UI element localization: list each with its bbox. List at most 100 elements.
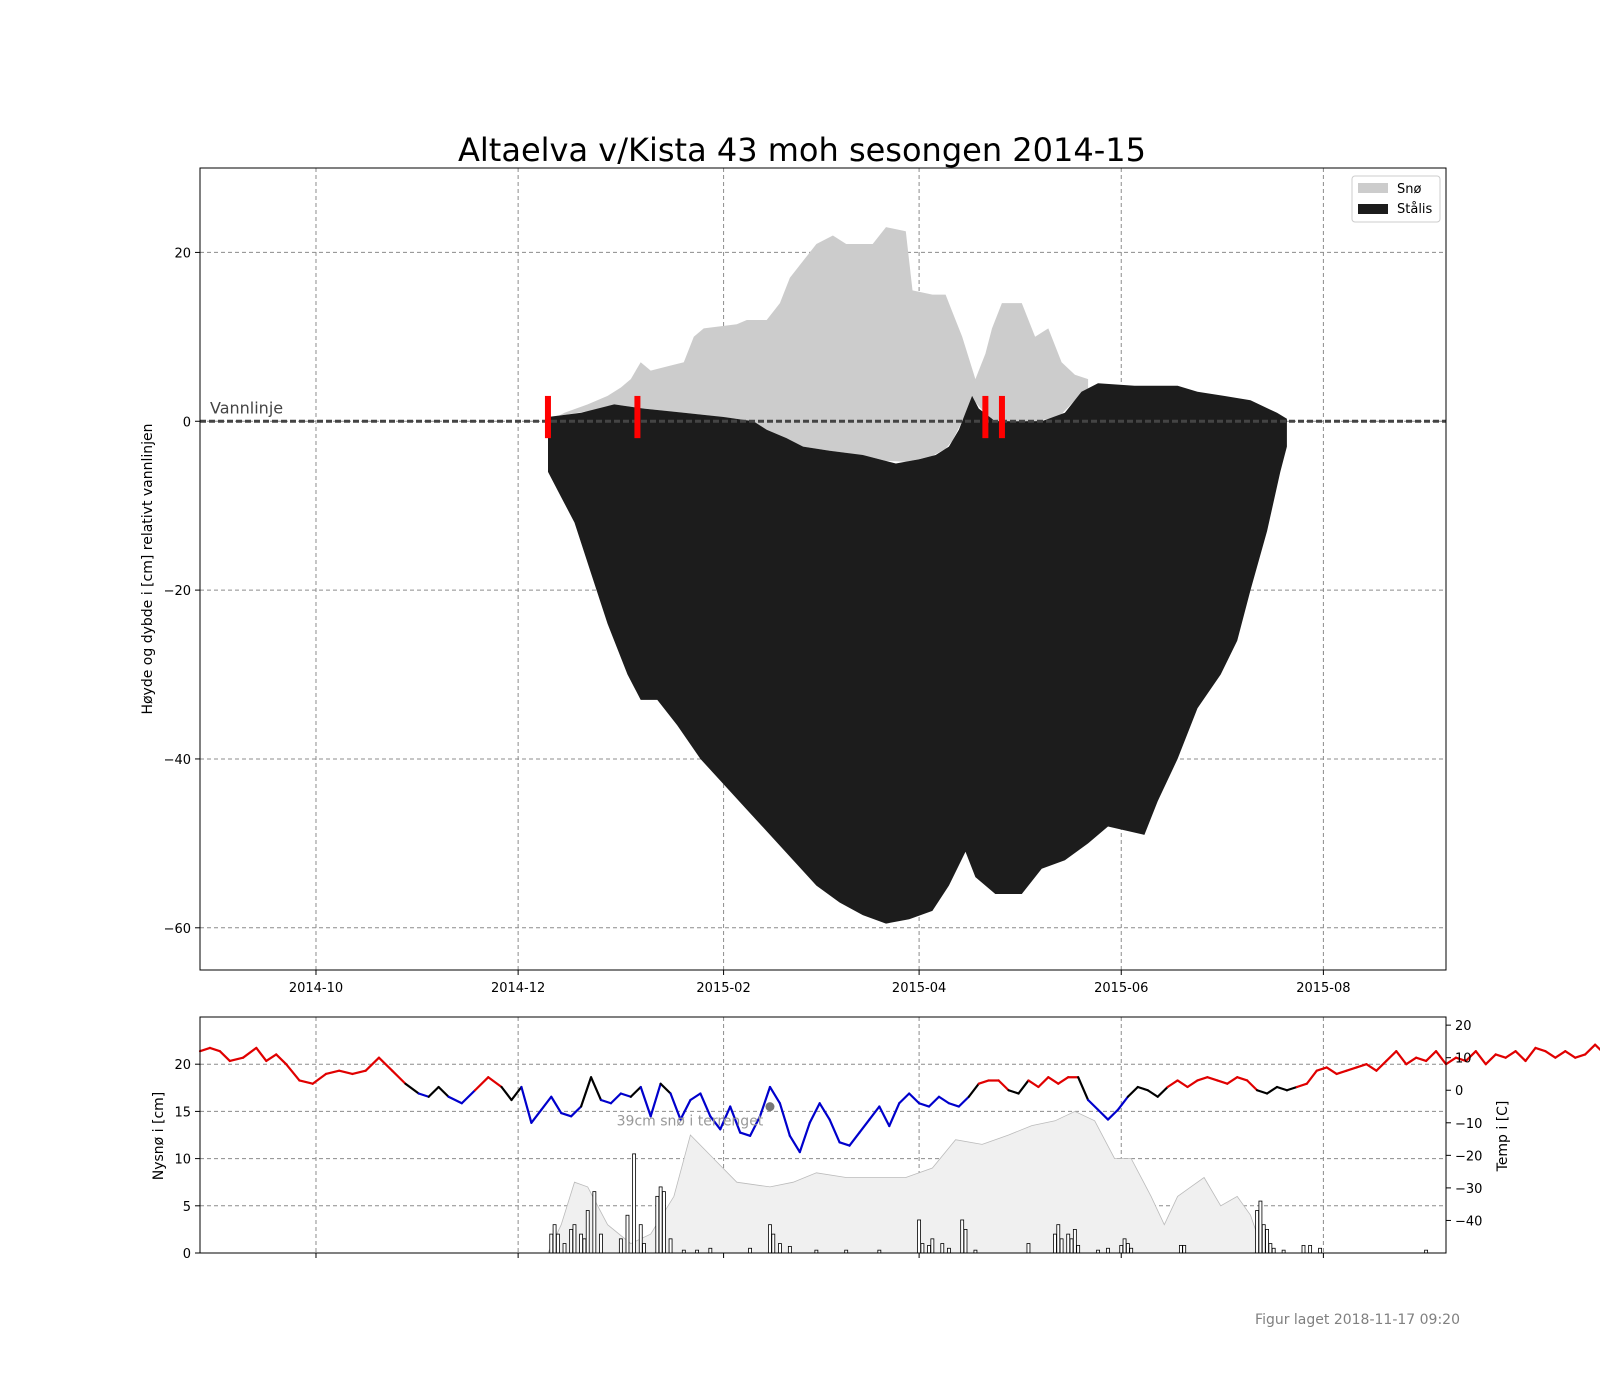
temperature-segment (473, 1076, 490, 1092)
temperature-segment (1166, 1079, 1179, 1089)
temperature-segment (689, 1092, 702, 1102)
temperature-segment (719, 1105, 732, 1131)
new-snow-bar (618, 1238, 623, 1254)
sub-ytick-label: 15 (174, 1105, 191, 1120)
temperature-segment (218, 1050, 231, 1063)
main-xtick-label: 2015-06 (1094, 981, 1148, 996)
new-snow-bar (562, 1243, 567, 1254)
main-ticks: 2014-10 2014-12 2015-02 2015-04 2015-06 2015-… (164, 246, 1351, 996)
new-snow-bar (1255, 1210, 1260, 1254)
temperature-segment (364, 1056, 381, 1072)
new-snow-bar (960, 1219, 965, 1254)
main-ytick-label: 0 (183, 415, 191, 430)
temperature-segment (487, 1076, 503, 1089)
new-snow-bar (930, 1238, 935, 1254)
temperature-segment (609, 1092, 622, 1105)
water-line-label: Vannlinje (210, 398, 283, 417)
new-snow-bar (917, 1219, 922, 1254)
temperature-segment (1136, 1085, 1149, 1092)
new-snow-bar (1268, 1243, 1273, 1254)
temperature-segment (927, 1095, 941, 1108)
temperature-segment (1226, 1076, 1239, 1085)
temperature-segment (878, 1105, 891, 1128)
temperature-segment (1395, 1050, 1408, 1066)
sub-y2tick-label: 20 (1455, 1019, 1472, 1034)
new-snow-bar (555, 1233, 560, 1254)
new-snow-bar (552, 1224, 557, 1254)
temperature-segment (1594, 1043, 1600, 1052)
new-snow-bar (585, 1210, 590, 1254)
temperature-segment (589, 1076, 603, 1102)
temperature-segment (241, 1046, 258, 1059)
temperature-segment (265, 1053, 278, 1063)
temperature-segment (748, 1115, 762, 1137)
main-ytick-label: −20 (164, 584, 191, 599)
sub-y2tick-label: 0 (1455, 1084, 1463, 1099)
temperature-segment (1246, 1079, 1259, 1092)
temperature-segment (447, 1095, 463, 1105)
temperature-segment (1106, 1108, 1120, 1121)
new-snow-bar (1318, 1247, 1322, 1254)
temperature-segment (198, 1046, 212, 1053)
temperature-segment (908, 1092, 921, 1105)
sub-ytick-label: 5 (183, 1200, 191, 1215)
temperature-segment (338, 1069, 354, 1076)
temperature-segment (1345, 1066, 1358, 1072)
sub-ytick-label: 20 (174, 1058, 191, 1073)
main-xtick-label: 2014-10 (289, 981, 343, 996)
temperature-segment (1077, 1076, 1090, 1102)
new-snow-bar (582, 1238, 587, 1254)
temperature-segment (828, 1118, 841, 1144)
observation-marker (982, 395, 989, 439)
sub-ylabel: Nysnø i [cm] (151, 1092, 167, 1181)
temperature-segment (679, 1098, 692, 1121)
temperature-segment (729, 1105, 742, 1134)
new-snow-bar (1056, 1224, 1061, 1254)
temperature-segment (1146, 1089, 1159, 1098)
main-ytick-label: 20 (174, 246, 191, 261)
temperature-segment (709, 1115, 722, 1131)
temperature-segment (1295, 1082, 1308, 1089)
temperature-segment (1564, 1050, 1577, 1059)
temperature-segment (1335, 1069, 1348, 1076)
temperature-segment (520, 1085, 533, 1124)
legend-label-sno: Snø (1397, 182, 1421, 197)
temperature-segment (1434, 1050, 1448, 1066)
new-snow-bar (569, 1229, 574, 1254)
temperature-segment (649, 1082, 662, 1118)
temperature-segment (947, 1102, 960, 1108)
temperature-segment (788, 1134, 801, 1154)
temperature-segment (1504, 1050, 1517, 1059)
legend: Snø Stålis (1351, 175, 1441, 223)
legend-swatch-stalis (1358, 204, 1388, 214)
temperature-segment (417, 1092, 430, 1098)
temperature-segment (868, 1105, 881, 1121)
temperature-segment (510, 1085, 523, 1102)
chart-title: Altaelva v/Kista 43 moh sesongen 2014-15 (458, 131, 1146, 169)
new-snow-bar (778, 1243, 782, 1254)
temperature-segment (1007, 1089, 1020, 1095)
temperature-segment (699, 1092, 712, 1118)
temperature-segment (758, 1085, 772, 1118)
temperature-segment (1126, 1085, 1139, 1098)
new-snow-bar (1258, 1200, 1263, 1254)
legend-label-stalis: Stålis (1397, 202, 1433, 217)
main-xtick-label: 2015-08 (1296, 981, 1350, 996)
observation-marker (634, 395, 641, 439)
temperature-segment (1285, 1085, 1298, 1092)
temperature-segment (619, 1092, 632, 1098)
new-snow-bar (632, 1153, 637, 1254)
temperature-segment (1017, 1079, 1030, 1095)
temperature-segment (888, 1102, 901, 1128)
sub-ytick-label: 10 (174, 1153, 191, 1168)
temperature-segment (579, 1076, 593, 1108)
new-snow-bar (1122, 1238, 1127, 1254)
new-snow-bar (1106, 1247, 1110, 1254)
new-snow-bar (1182, 1245, 1187, 1254)
new-snow-bar (638, 1224, 643, 1254)
snow-area (548, 227, 1089, 462)
sub-y2tick-label: −30 (1455, 1182, 1482, 1197)
temperature-segment (957, 1095, 970, 1108)
temperature-segment (377, 1056, 394, 1072)
temperature-segment (1256, 1089, 1269, 1095)
